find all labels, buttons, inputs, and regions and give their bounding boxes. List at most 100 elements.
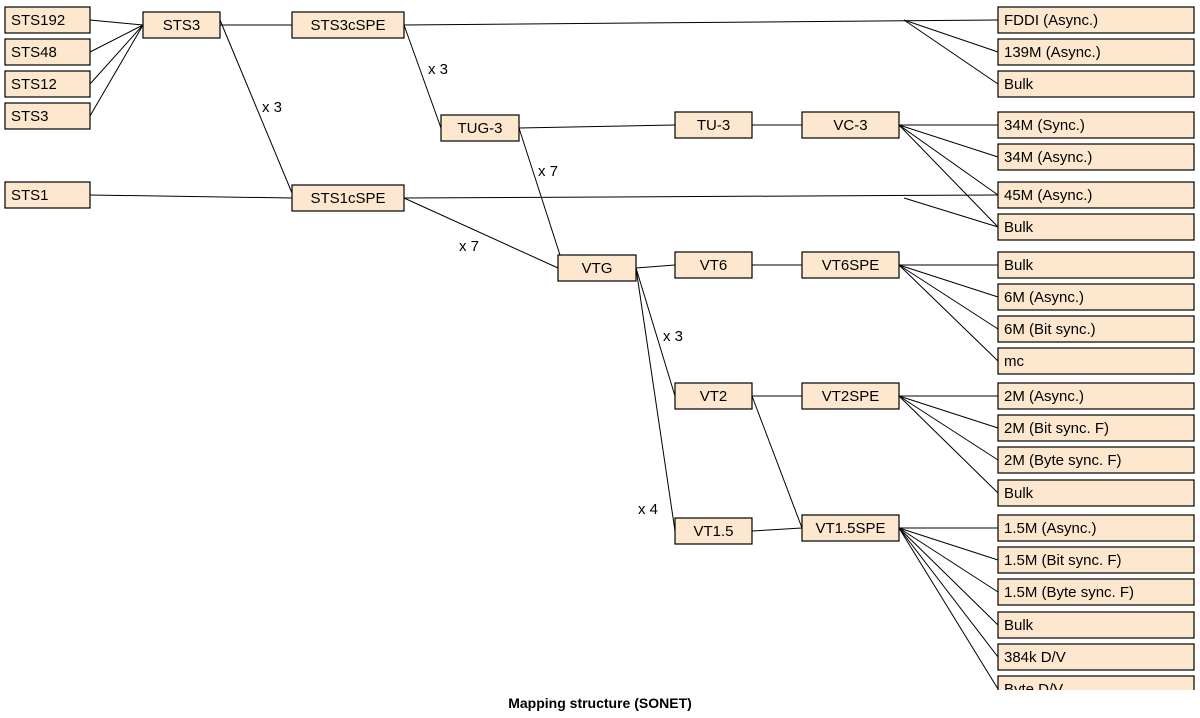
node-label-sts3: STS3	[163, 17, 201, 34]
node-box-vc3	[801, 111, 900, 139]
node-box-bulk4	[997, 479, 1195, 507]
node-box-bulk2	[997, 213, 1195, 241]
node-box-m2a	[997, 382, 1195, 410]
edge-vt15spe-to-k384	[898, 527, 999, 658]
node-label-vtg: VTG	[582, 260, 613, 277]
node-label-sts1: STS1	[11, 187, 49, 204]
node-label-m45: 45M (Async.)	[1004, 187, 1092, 204]
edge-sts3cspe-to-m139	[903, 19, 999, 53]
node-box-vt2	[674, 382, 753, 410]
mapping-structure-diagram: x 3x 3x 7x 7x 3x 4 STS192STS48STS12STS3S…	[4, 6, 1195, 690]
edge-vt15-to-vt15spe	[751, 527, 803, 532]
node-box-sts3cspe	[291, 11, 405, 39]
node-vc3: VC-3	[801, 111, 900, 139]
edge-sts48-to-sts3	[89, 24, 144, 53]
edge-vt6spe-to-mc	[898, 264, 999, 362]
node-box-sts1	[4, 181, 91, 209]
edge-vtg-to-vt6	[635, 264, 676, 269]
node-sts1cspe: STS1cSPE	[291, 184, 405, 212]
multiplier-vtg_to_vt15: x 4	[638, 501, 658, 518]
node-box-vt2spe	[801, 382, 900, 410]
edge-vt2spe-to-m2b	[898, 395, 999, 429]
node-label-k384: 384k D/V	[1004, 649, 1066, 666]
node-vtg: VTG	[557, 254, 637, 282]
node-box-bytedv	[997, 675, 1195, 690]
node-label-m15b: 1.5M (Bit sync. F)	[1004, 552, 1122, 569]
node-label-sts1cspe: STS1cSPE	[310, 190, 385, 207]
node-bytedv: Byte D/V	[997, 675, 1195, 690]
node-m6b: 6M (Bit sync.)	[997, 315, 1195, 343]
edge-sts3cspe-to-bulk1	[903, 19, 999, 85]
node-label-vt2spe: VT2SPE	[822, 388, 880, 405]
node-box-vt6spe	[801, 251, 900, 279]
node-k384: 384k D/V	[997, 643, 1195, 671]
node-boxes: STS192 STS48 STS12 STS3 STS1 STS3 STS3cSPE STS1…	[4, 6, 1195, 690]
node-box-m6b	[997, 315, 1195, 343]
node-box-m15a	[997, 514, 1195, 542]
node-label-m6a: 6M (Async.)	[1004, 289, 1084, 306]
multiplier-sts1cspe_to_vtg: x 7	[459, 238, 479, 255]
node-label-vc3: VC-3	[833, 117, 867, 134]
node-box-sts1cspe	[291, 184, 405, 212]
node-label-bulk3: Bulk	[1004, 257, 1034, 274]
edge-vtg-to-vt2	[635, 267, 676, 397]
node-label-sts3cspe: STS3cSPE	[310, 17, 385, 34]
node-m15c: 1.5M (Byte sync. F)	[997, 578, 1195, 606]
node-box-sts48	[4, 38, 91, 66]
edge-vt15spe-to-bulk5	[898, 527, 999, 626]
node-label-vt6: VT6	[700, 257, 728, 274]
node-box-vt15	[674, 517, 753, 545]
node-sts12: STS12	[4, 70, 91, 98]
edge-vt15spe-to-bytedv	[898, 527, 999, 690]
node-box-vt6	[674, 251, 753, 279]
node-sts48: STS48	[4, 38, 91, 66]
node-bulk2: Bulk	[997, 213, 1195, 241]
node-box-m2c	[997, 446, 1195, 474]
node-label-m2c: 2M (Byte sync. F)	[1004, 452, 1122, 469]
node-label-m34s: 34M (Sync.)	[1004, 117, 1085, 134]
node-label-bytedv: Byte D/V	[1004, 681, 1063, 690]
node-label-sts48: STS48	[11, 44, 57, 61]
node-sts3: STS3	[142, 11, 221, 39]
node-sts3cspe: STS3cSPE	[291, 11, 405, 39]
edge-vc3-to-m34a	[898, 124, 999, 158]
edge-vt6spe-to-m6a	[898, 264, 999, 298]
node-vt15spe: VT1.5SPE	[801, 514, 900, 542]
edge-vc3-to-bulk2	[898, 124, 999, 228]
edge-sts192-to-sts3	[89, 19, 144, 26]
edge-sts3cspe-to-fddi	[403, 19, 999, 26]
edge-sts3cspe-to-tug3	[403, 24, 442, 129]
node-label-tug3: TUG-3	[458, 120, 503, 137]
node-label-vt15: VT1.5	[693, 523, 733, 540]
edge-vt6spe-to-m6b	[898, 264, 999, 330]
node-bulk4: Bulk	[997, 479, 1195, 507]
node-box-tu3	[674, 111, 753, 139]
node-label-m2a: 2M (Async.)	[1004, 388, 1084, 405]
node-label-m15a: 1.5M (Async.)	[1004, 520, 1097, 537]
node-label-bulk1: Bulk	[1004, 76, 1034, 93]
node-box-bulk5	[997, 611, 1195, 639]
edge-vt15spe-to-m15c	[898, 527, 999, 593]
node-vt6: VT6	[674, 251, 753, 279]
edge-vc3-to-m45	[898, 124, 999, 196]
multiplier-sts3_to_sts1cspe: x 3	[262, 99, 282, 116]
node-label-sts192: STS192	[11, 12, 65, 29]
node-m15a: 1.5M (Async.)	[997, 514, 1195, 542]
node-label-vt2: VT2	[700, 388, 728, 405]
edge-sts3_in-to-sts3	[89, 24, 144, 117]
diagram-caption: Mapping structure (SONET)	[508, 695, 692, 711]
node-m15b: 1.5M (Bit sync. F)	[997, 546, 1195, 574]
edge-sts3-to-sts1cspe	[219, 19, 293, 194]
node-label-mc: mc	[1004, 353, 1024, 370]
node-label-m139: 139M (Async.)	[1004, 44, 1101, 61]
node-box-m45	[997, 181, 1195, 209]
node-label-bulk2: Bulk	[1004, 219, 1034, 236]
node-vt15: VT1.5	[674, 517, 753, 545]
node-box-fddi	[997, 6, 1195, 34]
node-label-sts3_in: STS3	[11, 108, 49, 125]
node-m6a: 6M (Async.)	[997, 283, 1195, 311]
node-m34s: 34M (Sync.)	[997, 111, 1195, 139]
node-vt2: VT2	[674, 382, 753, 410]
node-box-bulk1	[997, 70, 1195, 98]
edge-vt2spe-to-bulk4	[898, 395, 999, 494]
